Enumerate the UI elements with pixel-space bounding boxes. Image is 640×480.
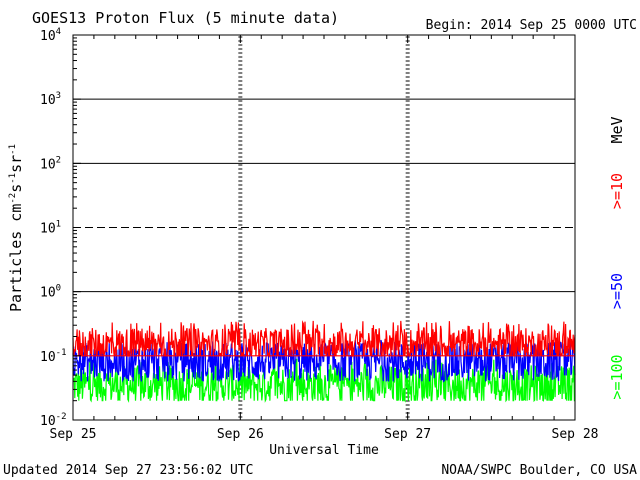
x-tick-labels: Sep 25 Sep 26 Sep 27 Sep 28 xyxy=(50,427,599,442)
y-axis-label-exp1: -2 xyxy=(8,193,18,204)
y-tick-exp: -2 xyxy=(56,412,67,422)
updated-timestamp: Updated 2014 Sep 27 23:56:02 UTC xyxy=(3,463,253,478)
y-axis-label-mid1: s xyxy=(7,184,25,193)
y-tick-label: 102 xyxy=(40,155,61,172)
y-axis-label-exp3: -1 xyxy=(8,144,18,155)
series-line-2 xyxy=(72,358,575,403)
x-axis-label: Universal Time xyxy=(269,443,379,458)
y-axis-label-mid2: sr xyxy=(7,155,25,173)
y-tick-exp: -1 xyxy=(56,348,67,358)
y-tick-base: 10 xyxy=(40,29,56,44)
y-tick-exp: 3 xyxy=(56,91,61,101)
y-axis-label-exp2: -1 xyxy=(8,173,18,184)
begin-time: Begin: 2014 Sep 25 0000 UTC xyxy=(426,18,637,33)
y-tick-label: 101 xyxy=(40,220,61,237)
y-tick-label: 103 xyxy=(40,91,61,108)
x-tick-label: Sep 27 xyxy=(384,427,431,442)
y-tick-base: 10 xyxy=(40,414,56,429)
y-axis-label-base: Particles cm xyxy=(7,204,25,312)
legend-ge10: >=10 xyxy=(608,173,626,209)
y-tick-label: 10-1 xyxy=(40,348,67,365)
y-tick-label: 104 xyxy=(40,27,61,44)
chart-title: GOES13 Proton Flux (5 minute data) xyxy=(32,9,339,27)
gridlines xyxy=(73,98,575,293)
series-line-1 xyxy=(72,339,576,383)
credit: NOAA/SWPC Boulder, CO USA xyxy=(441,463,637,478)
y-tick-base: 10 xyxy=(40,222,56,237)
x-tick-label: Sep 26 xyxy=(217,427,264,442)
y-tick-exp: 4 xyxy=(56,27,61,37)
x-tick-label: Sep 28 xyxy=(552,427,599,442)
series-line-0 xyxy=(72,320,576,359)
y-axis-label: Particles cm-2s-1sr-1 xyxy=(7,144,25,312)
y-tick-base: 10 xyxy=(40,157,56,172)
legend-ge50: >=50 xyxy=(608,273,626,309)
legend-ge100: >=100 xyxy=(608,354,626,399)
y-tick-exp: 2 xyxy=(56,155,61,165)
y-tick-base: 10 xyxy=(40,93,56,108)
y-tick-base: 10 xyxy=(40,286,56,301)
y-tick-base: 10 xyxy=(40,350,56,365)
y-tick-exp: 1 xyxy=(56,220,61,230)
series-layer xyxy=(72,320,576,403)
y-tick-label: 10-2 xyxy=(40,412,67,429)
y-tick-label: 100 xyxy=(40,284,61,301)
day-divider-dashes xyxy=(72,35,576,420)
energy-unit-label: MeV xyxy=(608,116,626,143)
y-tick-exp: 0 xyxy=(56,284,61,294)
x-tick-label: Sep 25 xyxy=(50,427,97,442)
